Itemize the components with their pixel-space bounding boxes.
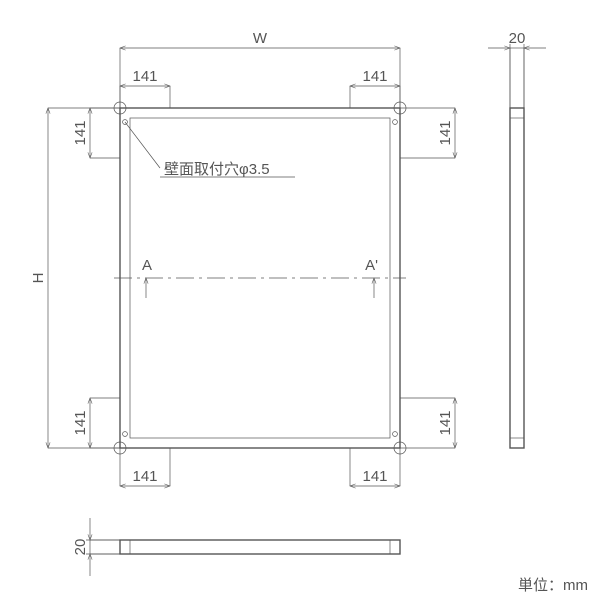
bottom-outline bbox=[120, 540, 400, 554]
dim-label: 141 bbox=[132, 468, 157, 485]
dim-label: 141 bbox=[362, 68, 387, 85]
dim-label: 20 bbox=[509, 30, 526, 47]
dim-label: 141 bbox=[437, 410, 454, 435]
section-label-a: A bbox=[142, 257, 152, 274]
hole-annotation: 壁面取付穴φ3.5 bbox=[164, 161, 270, 178]
dim-label: 141 bbox=[72, 120, 89, 145]
dim-label: H bbox=[30, 273, 47, 284]
dim-label: 141 bbox=[362, 468, 387, 485]
mounting-hole bbox=[393, 432, 398, 437]
side-outline bbox=[510, 108, 524, 448]
mounting-hole bbox=[393, 120, 398, 125]
dim-label: W bbox=[253, 30, 268, 47]
section-label-aprime: A' bbox=[365, 257, 378, 274]
dim-label: 141 bbox=[72, 410, 89, 435]
dim-label: 20 bbox=[72, 539, 89, 556]
units-label: 単位：mm bbox=[518, 577, 588, 594]
mounting-hole bbox=[123, 432, 128, 437]
dim-label: 141 bbox=[132, 68, 157, 85]
dim-label: 141 bbox=[437, 120, 454, 145]
